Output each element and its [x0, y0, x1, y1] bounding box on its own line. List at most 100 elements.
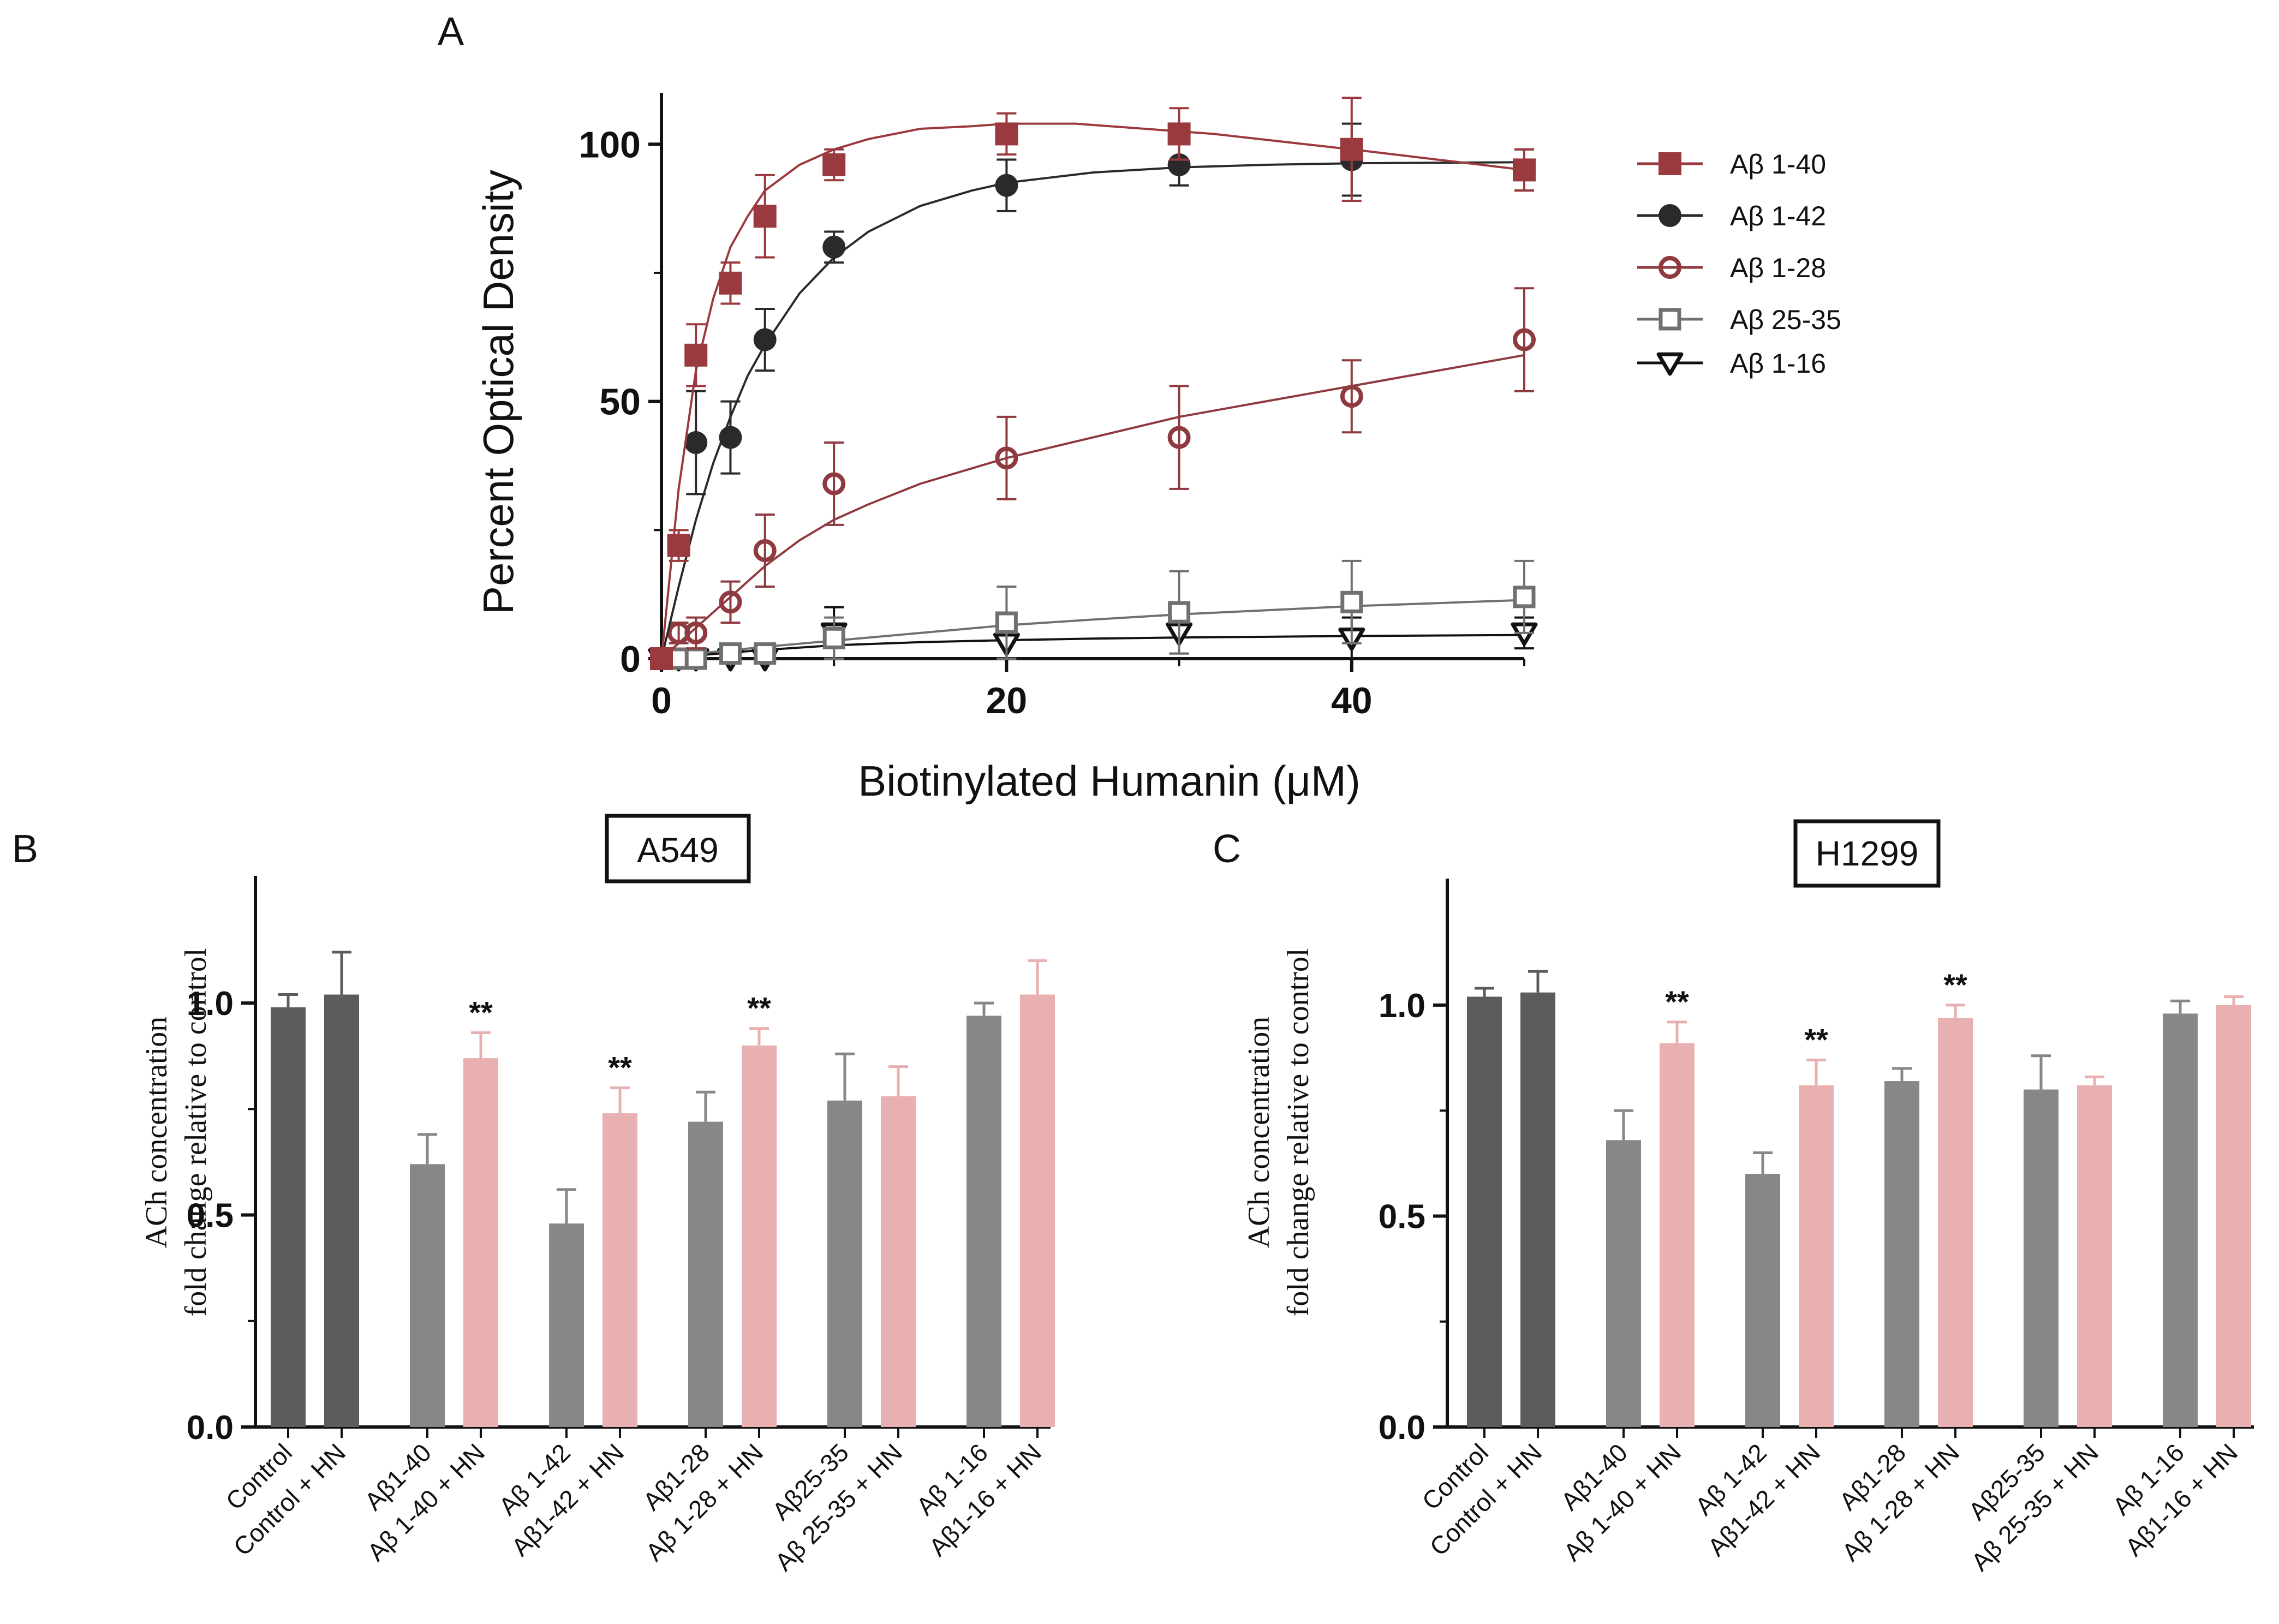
chart-a-point [1340, 590, 1363, 613]
chart-a-point [719, 426, 742, 449]
chart-a-point [995, 611, 1018, 634]
chart-a-point [1340, 385, 1363, 408]
chart-a-point [684, 431, 708, 455]
chart-a-point [822, 472, 846, 495]
chart-c-bar-a-1-42 [1745, 1174, 1780, 1427]
chart-c-bar-a-25-35-hn [2077, 1085, 2112, 1427]
chart-a-y-tick-label: 50 [599, 381, 641, 423]
legend-marker [1658, 152, 1681, 175]
legend-label-a-25-35: Aβ 25-35 [1730, 304, 1841, 335]
chart-a-point [1513, 158, 1536, 182]
chart-b-significance-marker: ** [747, 991, 771, 1025]
chart-a-point [822, 235, 846, 259]
panel-a-label: A [438, 10, 464, 53]
chart-b-bar-a-1-28 [688, 1121, 723, 1427]
chart-a-point [719, 271, 742, 295]
panel-c-label: C [1213, 827, 1241, 871]
chart-a-fit-curve [660, 354, 1525, 660]
chart-a-point [684, 343, 708, 367]
chart-a-point [1168, 601, 1191, 624]
chart-a-binding-curves: 0 50 100 0 20 40 Biotinylated Humanin (μM) Perc… [474, 93, 1841, 805]
chart-a-x-axis-label: Biotinylated Humanin (μM) [858, 757, 1361, 805]
chart-c-bar-a-1-42-hn [1799, 1085, 1834, 1427]
chart-a-point [822, 153, 846, 176]
chart-b-y-axis-label: ACh concentration fold change relative to… [140, 948, 213, 1317]
chart-c-y-axis-label: ACh concentration fold change relative to… [1242, 948, 1315, 1317]
chart-a-point [1513, 328, 1536, 351]
chart-c-bar-a-1-16 [2163, 1013, 2198, 1427]
chart-a-x-tick-label: 20 [986, 680, 1028, 721]
chart-b-bar-a-1-42 [549, 1223, 584, 1427]
legend-marker [1656, 352, 1684, 376]
chart-b-bar-a-1-16-hn [1020, 994, 1055, 1427]
chart-b-bar-a-25-35-hn [881, 1096, 916, 1427]
chart-b-bar-control-hn [324, 994, 359, 1427]
legend-label-a-1-42: Aβ 1-42 [1730, 201, 1826, 231]
legend-marker [1658, 204, 1681, 227]
chart-a-y-axis-label: Percent Optical Density [474, 170, 522, 614]
chart-c-y-axis-label-line: fold change relative to control [1281, 948, 1315, 1317]
legend-label-a-1-28: Aβ 1-28 [1730, 253, 1826, 283]
panel-b-label: B [12, 827, 38, 871]
chart-c-y-tick-label: 0.0 [1379, 1409, 1425, 1447]
chart-a-series-a-1-28 [650, 287, 1536, 670]
chart-a-fit-curve [661, 599, 1525, 660]
chart-a-point [719, 642, 742, 665]
chart-b-y-axis-label-line: fold change relative to control [179, 948, 213, 1317]
chart-a-series-a-1-42 [650, 122, 1536, 670]
chart-a-y-tick-label: 100 [579, 124, 641, 165]
chart-c-significance-marker: ** [1665, 984, 1689, 1019]
chart-a-point [822, 626, 845, 649]
chart-a-point [1167, 122, 1191, 146]
chart-a-point [753, 205, 777, 228]
chart-c-significance-marker: ** [1804, 1022, 1828, 1056]
chart-b-bar-a-1-28-hn [742, 1045, 777, 1427]
chart-a-point [753, 539, 777, 563]
chart-a-point [1513, 586, 1536, 608]
chart-c-y-axis-label-line: ACh concentration [1242, 1017, 1276, 1249]
chart-b-y-tick-label: 1.0 [187, 985, 234, 1023]
chart-c-significance-marker: ** [1943, 968, 1967, 1002]
chart-c-bar-a-1-28-hn [1938, 1018, 1973, 1427]
chart-a-point [667, 534, 690, 557]
legend-label-a-1-16: Aβ 1-16 [1730, 348, 1826, 379]
chart-c-bar-control-hn [1520, 992, 1555, 1427]
chart-c-bar-a-1-16-hn [2216, 1005, 2251, 1427]
chart-a-point [684, 621, 708, 644]
chart-c-bar-a-25-35 [2024, 1089, 2059, 1427]
chart-a-point [1340, 138, 1363, 161]
chart-b-title: A549 [637, 831, 718, 870]
chart-b-y-axis-label-line: ACh concentration [140, 1017, 174, 1249]
chart-b-bar-a-1-16 [967, 1016, 1001, 1427]
chart-b-bar-a-1-40 [410, 1164, 445, 1427]
chart-a-series-a-1-40 [650, 97, 1536, 670]
chart-c-bar-control [1467, 996, 1502, 1427]
chart-a-point [719, 590, 742, 614]
chart-b-significance-marker: ** [608, 1050, 632, 1084]
chart-b-title-box [605, 814, 751, 883]
chart-c-title-box [1793, 819, 1941, 888]
chart-b-bar-a-1-40-hn [463, 1058, 498, 1427]
chart-a-point [1167, 426, 1191, 449]
legend-marker [1658, 308, 1681, 331]
chart-a-fit-curve [660, 122, 1525, 659]
chart-a-point [995, 446, 1018, 470]
chart-a-series-a-25-35 [650, 559, 1536, 670]
chart-b-y-tick-label: 0.0 [187, 1409, 234, 1447]
chart-a-point [754, 642, 777, 665]
chart-c-bar-a-1-40-hn [1660, 1043, 1695, 1427]
chart-c-y-tick-label: 1.0 [1379, 987, 1425, 1025]
chart-a-point [650, 647, 673, 670]
chart-a-point [684, 647, 707, 670]
chart-c-title: H1299 [1816, 834, 1919, 873]
chart-c-h1299-bars: 0.0 0.5 1.0 ACh concentration fold change re… [1242, 879, 2254, 1577]
chart-a-point [995, 122, 1018, 146]
chart-a-legend: Aβ 1-40 Aβ 1-42 Aβ 1-28 Aβ 25-35 Aβ 1-16 [1637, 149, 1841, 379]
legend-label-a-1-40: Aβ 1-40 [1730, 149, 1826, 180]
chart-b-y-tick-label: 0.5 [187, 1197, 234, 1235]
chart-c-y-tick-label: 0.5 [1379, 1198, 1425, 1235]
chart-a-point [995, 174, 1018, 197]
chart-a-fit-curve [661, 634, 1525, 660]
